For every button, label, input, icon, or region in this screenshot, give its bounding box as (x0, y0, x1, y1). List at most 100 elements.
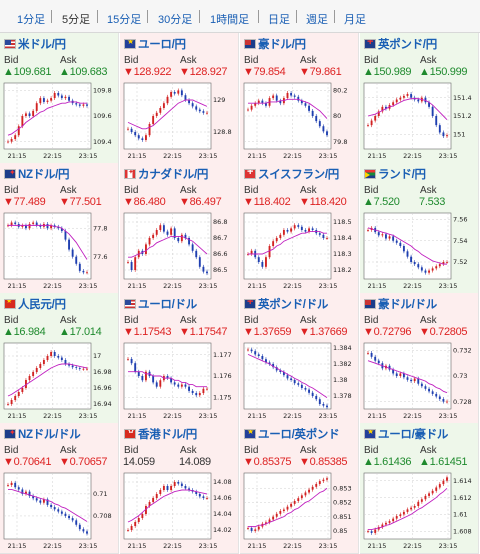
candle-body (322, 126, 325, 132)
price-chart[interactable]: 21:15 22:15 23:15 7.56 7.54 7.52 (362, 211, 477, 291)
quote-cell[interactable]: 米ドル/円 Bid Ask ▲109.681 ▲109.683 21:15 22:15 23:… (0, 33, 119, 164)
currency-pair-link[interactable]: NZドル/円 (18, 169, 70, 181)
price-chart[interactable]: 21:15 22:15 23:15 86.8 86.7 86.6 86.5 (122, 211, 237, 291)
candle-body (46, 499, 49, 505)
currency-pair-link[interactable]: ユーロ/ドル (138, 299, 197, 311)
price-chart[interactable]: 21:15 22:15 23:15 0.71 0.708 (2, 471, 117, 551)
price-chart[interactable]: 21:15 22:15 23:15 1.177 1.176 1.175 (122, 341, 237, 421)
currency-pair-link[interactable]: スイスフラン/円 (258, 169, 339, 181)
currency-pair-link[interactable]: ユーロ/円 (138, 39, 186, 51)
x-tick-label: 23:15 (439, 412, 458, 420)
y-tick-label: 1.612 (453, 494, 472, 502)
candle-body (134, 363, 137, 372)
candle-body (75, 256, 78, 264)
candle-body (318, 399, 321, 404)
tab-timeframe-3[interactable]: 30分足 (158, 14, 193, 26)
price-chart[interactable]: 21:15 22:15 23:15 0.732 0.73 0.728 (362, 341, 477, 421)
price-chart[interactable]: 21:15 22:15 23:15 17 16.98 16.96 16.94 (2, 341, 117, 421)
candle-body (420, 267, 423, 271)
chart-frame (123, 472, 212, 540)
candle-body (392, 102, 395, 106)
y-tick-label: 128.8 (213, 128, 232, 136)
x-tick-label: 21:15 (248, 152, 267, 160)
candle-body (402, 511, 405, 515)
candle-body (367, 125, 369, 126)
price-chart[interactable]: 21:15 22:15 23:15 14.08 14.06 14.04 14.02 (122, 471, 237, 551)
currency-pair-link[interactable]: 人民元/円 (18, 299, 66, 311)
candle-body (152, 376, 155, 383)
tab-timeframe-0[interactable]: 1分足 (17, 14, 46, 26)
currency-pair-link[interactable]: 米ドル/円 (18, 39, 66, 51)
tab-timeframe-7[interactable]: 月足 (344, 14, 366, 26)
bid-value: ▼118.402 (243, 196, 291, 208)
candle-body (318, 233, 321, 235)
y-tick-label: 118.3 (333, 250, 352, 258)
bid-value: ▼0.72796 (363, 326, 412, 338)
candle-body (315, 116, 318, 122)
candle-body (57, 356, 60, 358)
tab-timeframe-2[interactable]: 15分足 (107, 14, 142, 26)
currency-pair-link[interactable]: 豪ドル/ドル (378, 299, 437, 311)
quote-cell[interactable]: ユーロ/円 Bid Ask ▼128.922 ▼128.927 21:15 22:15 23:… (120, 33, 239, 164)
candle-body (406, 509, 409, 512)
y-tick-label: 0.852 (333, 499, 352, 507)
currency-pair-link[interactable]: NZドル/ドル (18, 429, 81, 441)
quote-cell[interactable]: NZドル/ドルBidAsk▼0.70641▼0.7065721:1522:152… (0, 423, 119, 554)
candle-body (247, 528, 249, 529)
candle-body (435, 487, 438, 491)
candle-body (257, 100, 260, 104)
quote-cell[interactable]: NZドル/円 Bid Ask ▼77.489 ▼77.501 21:15 22:15 23:1… (0, 163, 119, 294)
candle-body (68, 515, 70, 519)
candle-body (198, 109, 201, 112)
tab-timeframe-6[interactable]: 週足 (306, 14, 328, 26)
price-chart[interactable]: 21:15 22:15 23:15 109.8 109.6 109.4 (2, 81, 117, 161)
price-chart[interactable]: 21:15 22:15 23:15 129 128.8 (122, 81, 237, 161)
currency-pair-link[interactable]: 英ポンド/円 (378, 39, 437, 51)
y-tick-label: 86.6 (213, 250, 227, 258)
currency-pair-link[interactable]: 香港ドル/円 (138, 429, 197, 441)
candle-body (46, 223, 49, 229)
candle-body (42, 98, 45, 102)
quote-cell[interactable]: スイスフラン/円 Bid Ask ▼118.402 ▼118.420 21:15 22:15… (240, 163, 359, 294)
candle-body (130, 128, 133, 132)
quote-cell[interactable]: 香港ドル/円 Bid Ask 14.059 14.089 21:15 22:15 23:15 1… (120, 423, 239, 554)
candle-body (392, 369, 395, 374)
candle-body (275, 367, 278, 371)
ask-value: 7.533 (419, 196, 446, 208)
currency-pair-link[interactable]: カナダドル/円 (138, 169, 209, 181)
tab-timeframe-5[interactable]: 日足 (268, 14, 290, 26)
price-chart[interactable]: 21:15 22:15 23:15 1.384 1.382 1.38 1.378 (242, 341, 357, 421)
price-chart[interactable]: 21:15 22:15 23:15 0.853 0.852 0.851 0.85 (242, 471, 357, 551)
candle-body (367, 352, 369, 354)
quote-cell[interactable]: 英ポンド/ドルBidAsk▼1.37659▼1.3766921:1522:152… (240, 293, 359, 424)
tab-timeframe-1[interactable]: 5分足 (62, 14, 91, 26)
quote-cell[interactable]: ランド/円 Bid Ask ▲7.520 7.533 21:15 22:15 23:15 7.5… (360, 163, 479, 294)
price-chart[interactable]: 21:15 22:15 23:15 77.8 77.6 (2, 211, 117, 291)
currency-pair-link[interactable]: 英ポンド/ドル (258, 299, 329, 311)
candle-body (395, 516, 398, 519)
quote-cell[interactable]: カナダドル/円 Bid Ask ▼86.480 ▼86.497 21:15 22:15 23:… (120, 163, 239, 294)
price-chart[interactable]: 21:15 22:15 23:15 151.4 151.2 151 (362, 81, 477, 161)
currency-pair-link[interactable]: ランド/円 (378, 169, 426, 181)
quote-cell[interactable]: 英ポンド/円 Bid Ask ▲150.989 ▲150.999 21:15 22:15 23… (360, 33, 479, 164)
currency-pair-link[interactable]: ユーロ/英ポンド (258, 429, 340, 441)
price-chart[interactable]: 21:15 22:15 23:15 118.5 118.4 118.3 118.2 (242, 211, 357, 291)
bid-label: Bid (124, 445, 139, 456)
quote-cell[interactable]: ユーロ/英ポンド Bid Ask ▼0.85375 ▼0.85385 21:15 22:15… (240, 423, 359, 554)
candle-body (35, 498, 38, 501)
currency-pair-link[interactable]: ユーロ/豪ドル (378, 429, 449, 441)
x-tick-label: 21:15 (128, 282, 147, 290)
x-tick-label: 23:15 (199, 542, 218, 550)
bid-label: Bid (124, 315, 139, 326)
quote-cell[interactable]: 豪ドル/円 Bid Ask ▼79.854 ▼79.861 21:15 22:15 23:15… (240, 33, 359, 164)
quote-cell[interactable]: 豪ドル/ドル Bid Ask ▼0.72796 ▼0.72805 21:15 22:15 23… (360, 293, 479, 424)
quote-cell[interactable]: 人民元/円 Bid Ask ▲16.984 ▲17.014 21:15 22:15 23:15… (0, 293, 119, 424)
tab-timeframe-4[interactable]: 1時間足 (210, 14, 250, 26)
x-tick-label: 22:15 (403, 412, 422, 420)
price-chart[interactable]: 21:15 22:15 23:15 1.614 1.612 1.61 1.608 (362, 471, 477, 551)
candle-body (7, 485, 9, 486)
quote-cell[interactable]: ユーロ/ドル Bid Ask ▼1.17543 ▼1.17547 21:15 22:15 23… (120, 293, 239, 424)
quote-cell[interactable]: ユーロ/豪ドルBidAsk▲1.61436▲1.6145121:1522:152… (360, 423, 479, 554)
price-chart[interactable]: 21:15 22:15 23:15 80.2 80 79.8 (242, 81, 357, 161)
currency-pair-link[interactable]: 豪ドル/円 (258, 39, 306, 51)
